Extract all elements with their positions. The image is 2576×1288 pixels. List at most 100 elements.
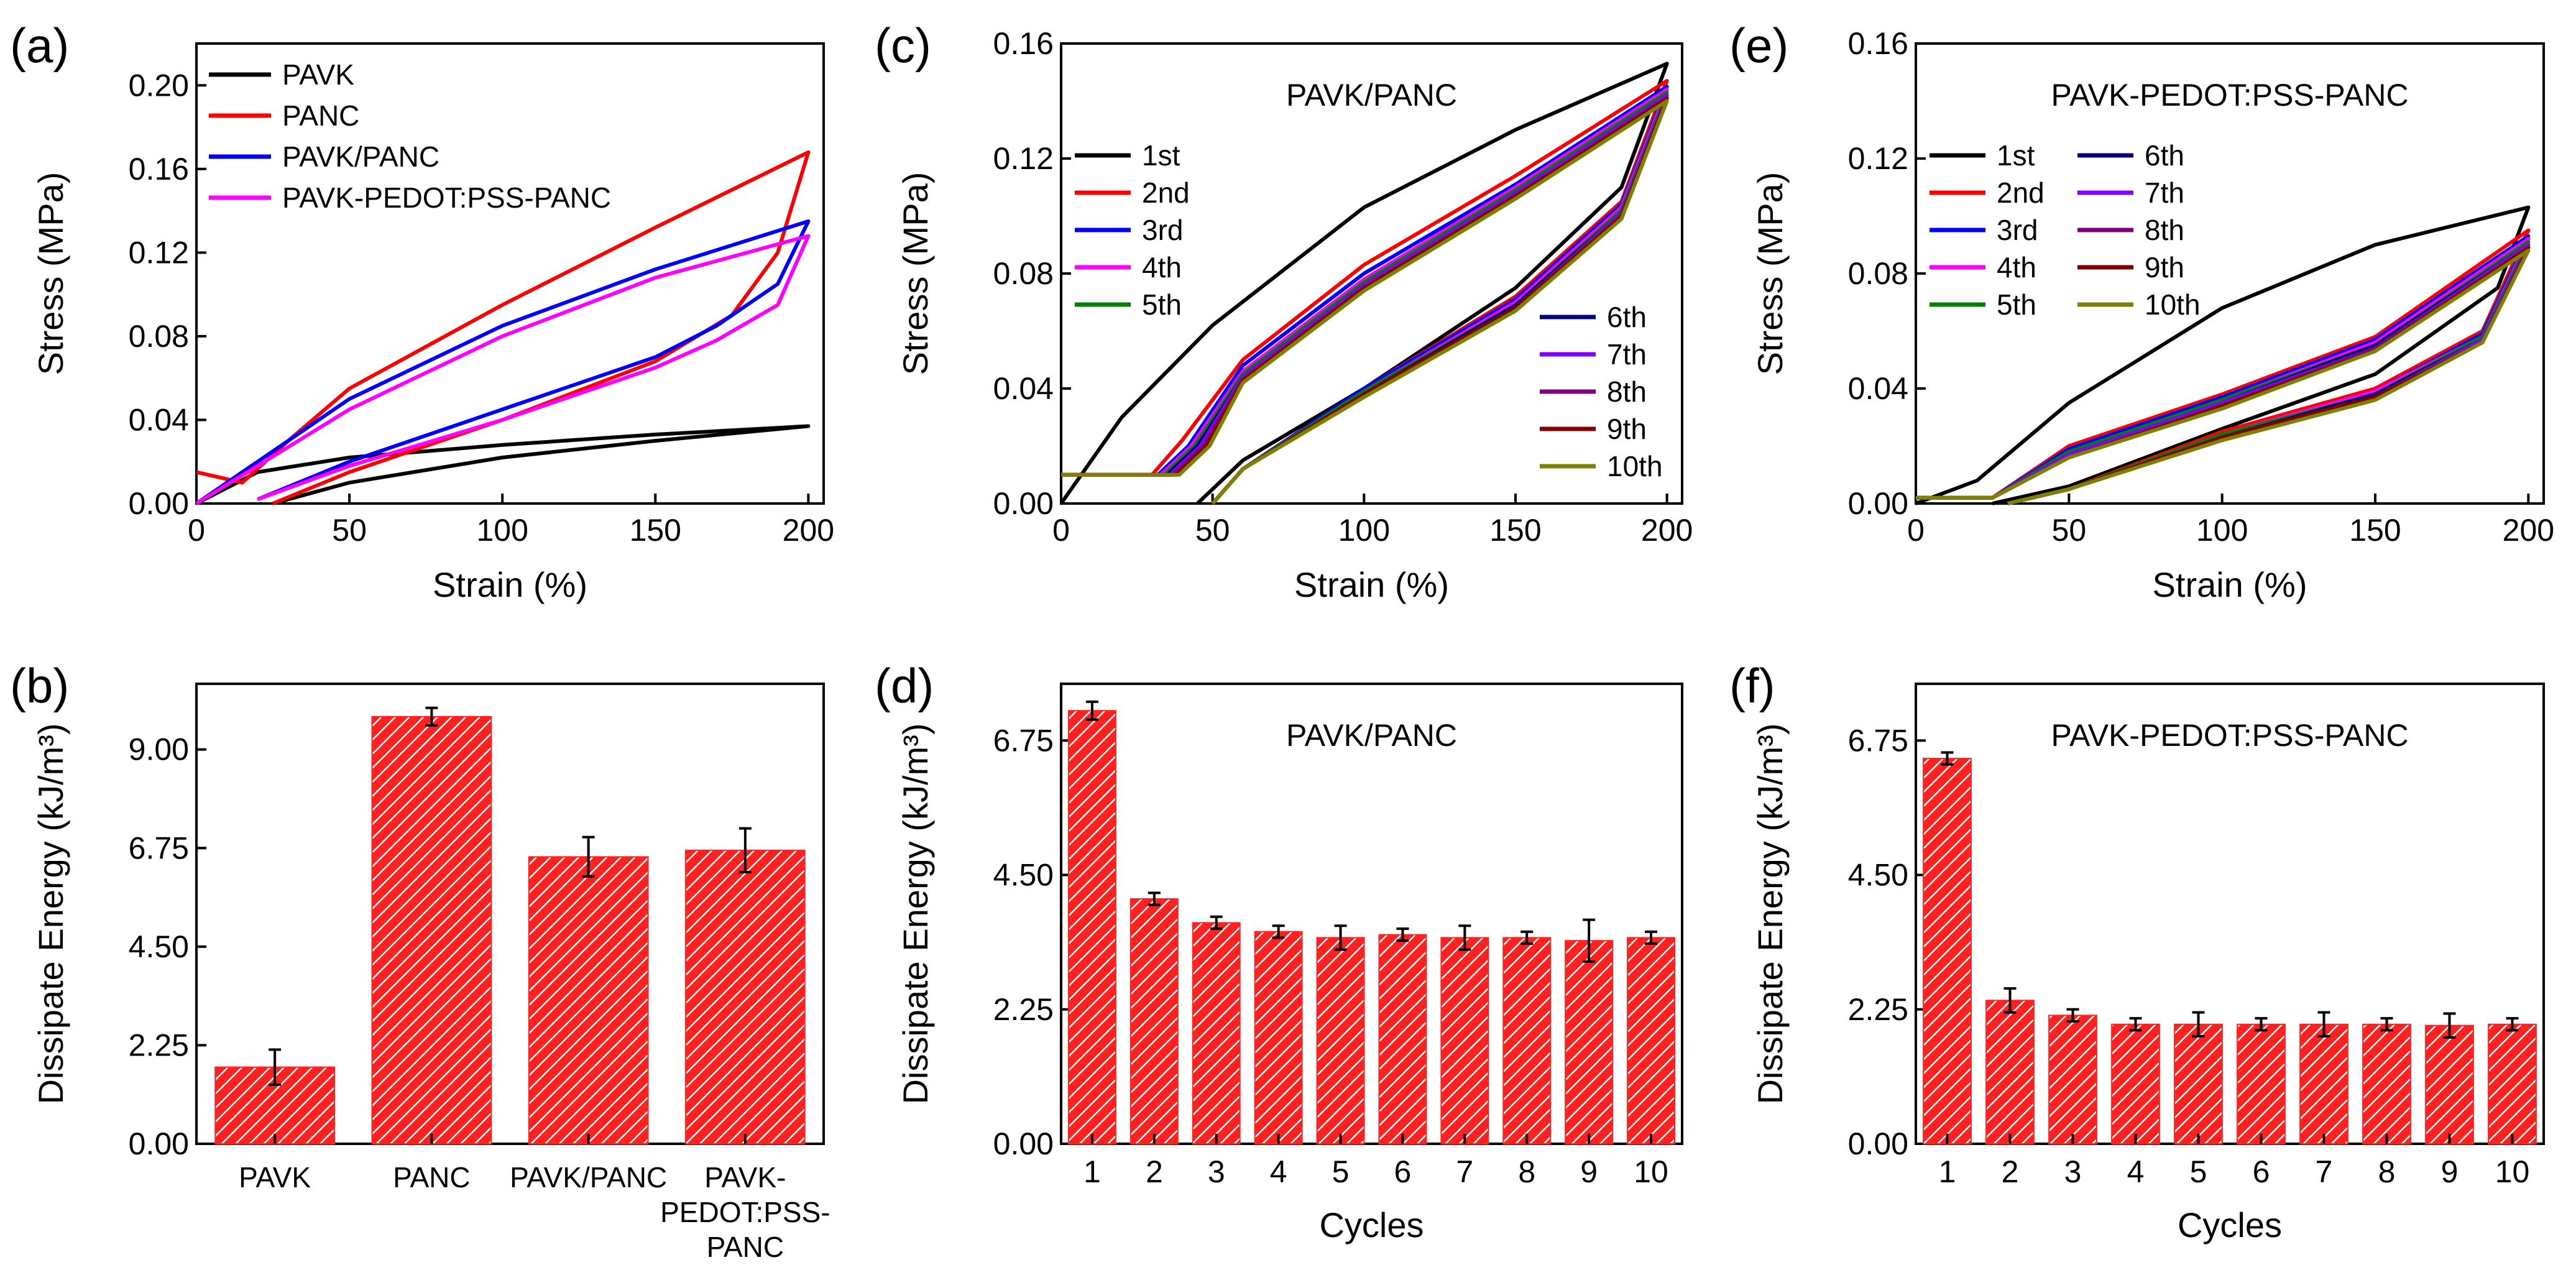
series-line-7th xyxy=(1916,242,2531,505)
plot-frame xyxy=(1060,683,1683,1145)
legend-label: 8th xyxy=(1607,375,1647,408)
y-axis-title: Stress (MPa) xyxy=(31,172,70,375)
bar xyxy=(1502,937,1552,1144)
x-tick-label: 3 xyxy=(2064,1154,2082,1189)
bar xyxy=(371,715,492,1145)
panel-c: (c) Stress (MPa) Strain (%) PAVK/PANC 0.00 0.… xyxy=(875,18,1693,604)
x-tick-label: 100 xyxy=(476,513,528,548)
legend-label: PAVK xyxy=(282,58,354,91)
x-tick-label: 200 xyxy=(1641,513,1693,548)
x-tick-label: 3 xyxy=(1208,1154,1225,1189)
legend-label: 4th xyxy=(1142,251,1182,283)
series-line-8th xyxy=(1916,246,2531,505)
x-tick-label: 100 xyxy=(2196,513,2248,548)
x-tick-label: 7 xyxy=(2316,1154,2333,1189)
series-line-10th xyxy=(1061,99,1669,505)
bar xyxy=(1627,937,1676,1144)
panel-letter: (f) xyxy=(1729,658,1775,713)
legend-label: 1st xyxy=(1142,139,1180,172)
x-tick-label: PAVK xyxy=(239,1161,311,1194)
series-line-6th xyxy=(1916,242,2531,505)
y-tick-label: 0.12 xyxy=(1848,141,1908,176)
y-tick-label: 4.50 xyxy=(129,929,189,964)
bar xyxy=(1067,710,1116,1144)
y-axis-title: Stress (MPa) xyxy=(896,172,935,375)
inner-title: PAVK-PEDOT:PSS-PANC xyxy=(2051,718,2408,753)
y-tick-label: 0.00 xyxy=(1848,1126,1908,1161)
legend-label: 10th xyxy=(1607,450,1663,482)
x-axis-title: Strain (%) xyxy=(433,565,587,604)
bar xyxy=(2299,1023,2348,1145)
x-tick-label: 200 xyxy=(2503,513,2554,548)
x-tick-label: 2 xyxy=(2002,1154,2019,1189)
x-tick-label: 50 xyxy=(332,513,367,548)
legend-label: 6th xyxy=(2145,139,2184,172)
y-tick-label: 6.75 xyxy=(129,830,189,865)
series-line-3rd xyxy=(1061,85,1669,505)
x-tick-label: 4 xyxy=(1270,1154,1287,1189)
x-tick-label: 150 xyxy=(2349,513,2401,548)
legend-label: PAVK-PEDOT:PSS-PANC xyxy=(282,182,611,214)
y-axis-title: Stress (MPa) xyxy=(1750,172,1790,375)
bar xyxy=(2048,1014,2097,1144)
legend-label: 5th xyxy=(1142,288,1182,321)
x-tick-label: 200 xyxy=(783,513,834,548)
inner-title: PAVK-PEDOT:PSS-PANC xyxy=(2051,78,2408,113)
legend-label: 6th xyxy=(1607,301,1647,333)
legend-label: 9th xyxy=(1607,413,1647,445)
x-tick-label: 1 xyxy=(1939,1154,1956,1189)
legend-label: PAVK/PANC xyxy=(282,140,439,173)
x-tick-label: 0 xyxy=(188,513,205,548)
bar xyxy=(1129,898,1179,1144)
y-tick-label: 0.16 xyxy=(993,26,1054,61)
series-line-5th xyxy=(1061,90,1669,505)
y-axis-title: Dissipate Energy (kJ/m³) xyxy=(896,723,935,1104)
x-tick-label: 9 xyxy=(2441,1154,2459,1189)
y-tick-label: 0.20 xyxy=(129,68,189,103)
panel-letter: (e) xyxy=(1729,18,1788,73)
y-tick-label: 0.00 xyxy=(129,1126,189,1161)
x-axis-title: Cycles xyxy=(1319,1205,1424,1244)
x-tick-label: 150 xyxy=(1489,513,1541,548)
x-tick-label: PANC xyxy=(707,1231,784,1263)
panel-letter: (c) xyxy=(875,18,931,73)
x-tick-label: 4 xyxy=(2127,1154,2145,1189)
panel-e: (e) Stress (MPa) Strain (%) PAVK-PEDOT:PSS-… xyxy=(1729,18,2554,604)
bar xyxy=(528,856,649,1145)
series-line-9th xyxy=(1916,246,2531,505)
legend-label: 4th xyxy=(1997,251,2036,283)
x-tick-label: 0 xyxy=(1907,513,1925,548)
y-axis-title: Dissipate Energy (kJ/m³) xyxy=(1750,723,1790,1104)
bar xyxy=(1565,940,1614,1144)
legend-label: PANC xyxy=(282,99,359,132)
plot-frame xyxy=(1915,683,2545,1145)
panel-b: (b) Dissipate Energy (kJ/m³) 0.00 2.25 4.50 6… xyxy=(10,658,830,1263)
y-tick-label: 2.25 xyxy=(993,992,1054,1027)
x-tick-label: 1 xyxy=(1083,1154,1101,1189)
x-tick-label: PANC xyxy=(393,1161,470,1194)
legend: PAVK PANC PAVK/PANC PAVK-PEDOT:PSS-PANC xyxy=(209,58,611,214)
chart-layer: (a) Stress (MPa) Strain (%) 0.00 0.04 0.08 0.1… xyxy=(10,18,2554,1263)
series-line-1st xyxy=(1059,62,1669,505)
x-tick-label: 10 xyxy=(2495,1154,2530,1189)
y-tick-label: 0.12 xyxy=(993,141,1054,176)
y-tick-label: 0.16 xyxy=(129,152,189,186)
legend-label: 5th xyxy=(1997,288,2036,321)
legend-label: 2nd xyxy=(1142,177,1190,209)
x-tick-label: 10 xyxy=(1634,1154,1668,1189)
x-tick-label: 9 xyxy=(1580,1154,1598,1189)
x-axis-title: Cycles xyxy=(2178,1205,2282,1244)
series-line-pavk-pedot-pss-panc xyxy=(195,234,811,505)
legend-label: 7th xyxy=(2145,177,2184,209)
panel-f: (f) Dissipate Energy (kJ/m³) Cycles PAVK-PE… xyxy=(1729,658,2545,1244)
y-tick-label: 0.04 xyxy=(129,402,189,437)
legend-label: 3rd xyxy=(1997,214,2038,246)
x-tick-label: PEDOT:PSS- xyxy=(660,1196,830,1228)
x-tick-label: 7 xyxy=(1456,1154,1473,1189)
panel-letter: (a) xyxy=(10,18,69,73)
legend-label: 8th xyxy=(2145,214,2184,246)
bar xyxy=(2362,1023,2411,1145)
legend-label: 2nd xyxy=(1997,177,2045,209)
bar xyxy=(2488,1023,2537,1145)
panel-a: (a) Stress (MPa) Strain (%) 0.00 0.04 0.08 0.1… xyxy=(10,18,834,604)
